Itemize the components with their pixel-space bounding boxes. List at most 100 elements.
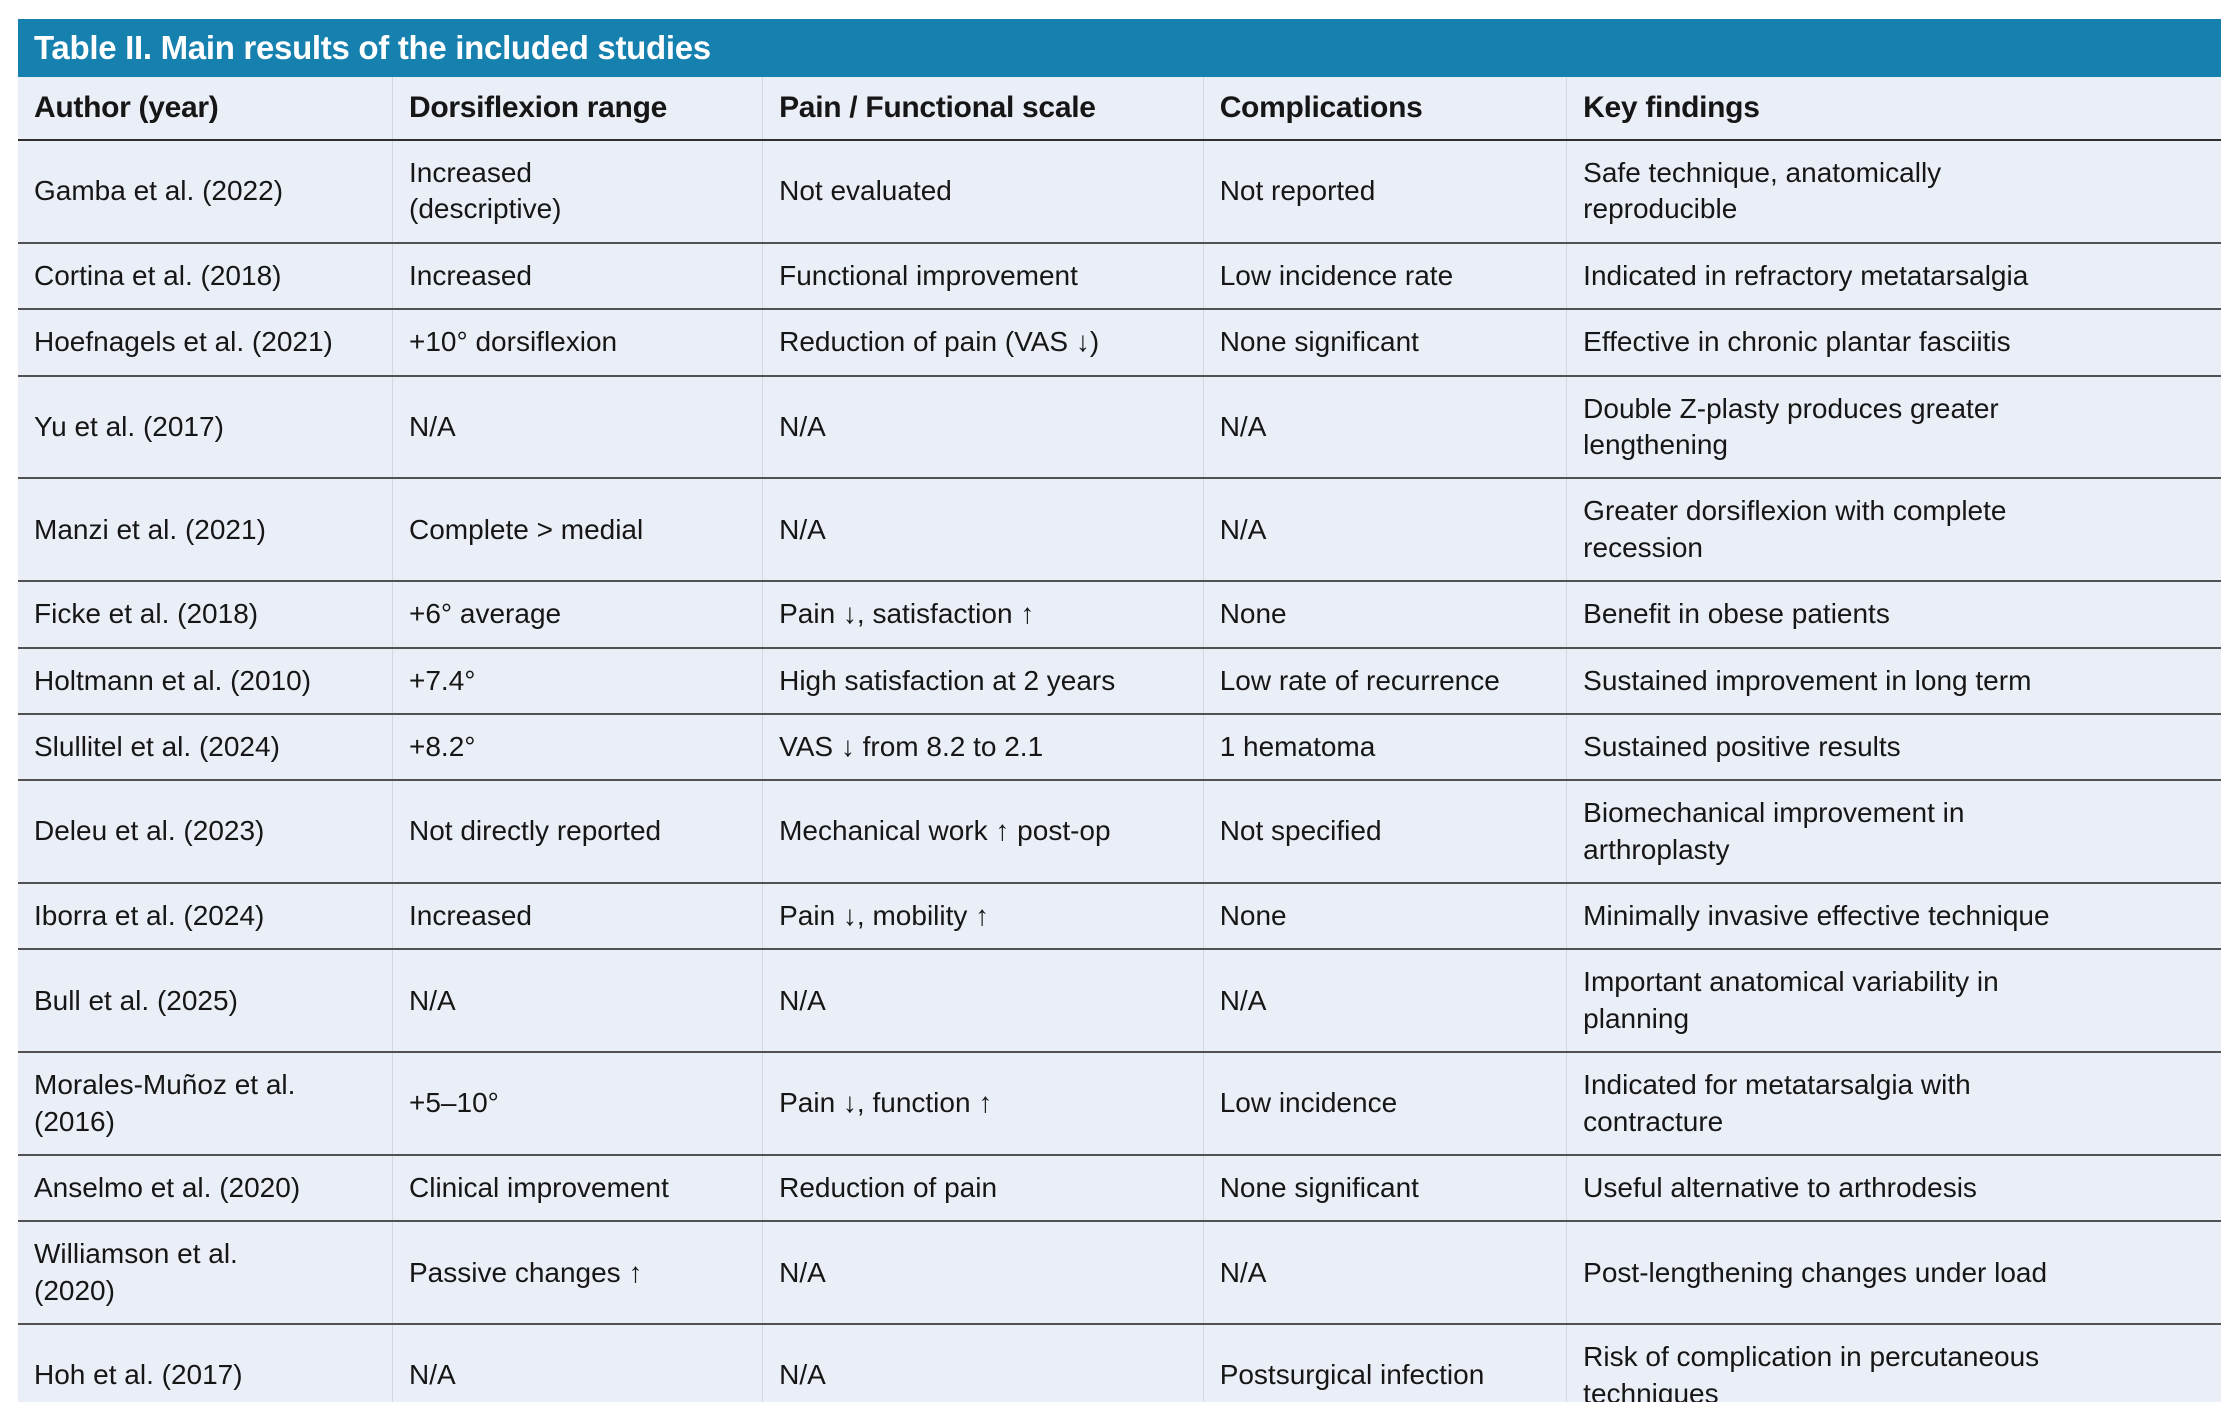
cell-author: Iborra et al. (2024) <box>18 883 393 951</box>
column-header-pain-functional-scale: Pain / Functional scale <box>762 77 1204 141</box>
cell-complications: Not specified <box>1202 780 1567 885</box>
table-title: Table II. Main results of the included s… <box>34 29 711 66</box>
cell-author: Williamson et al. (2020) <box>18 1221 393 1326</box>
cell-pain-functional-scale: N/A <box>762 478 1204 583</box>
cell-complications: N/A <box>1202 1221 1567 1326</box>
cell-key-findings: Safe technique, anatomically reproducibl… <box>1566 140 2221 244</box>
cell-dorsiflexion-range: Complete > medial <box>391 478 763 583</box>
cell-author: Deleu et al. (2023) <box>18 780 393 885</box>
table-row: Yu et al. (2017) N/A N/A N/A Double Z-pl… <box>18 375 2221 480</box>
cell-author: Anselmo et al. (2020) <box>18 1155 393 1223</box>
cell-author: Ficke et al. (2018) <box>18 581 393 649</box>
cell-dorsiflexion-range: +8.2° <box>391 713 763 782</box>
cell-pain-functional-scale: Reduction of pain <box>762 1155 1204 1223</box>
cell-key-findings: Biomechanical improvement in arthroplast… <box>1566 780 2221 885</box>
table-row: Iborra et al. (2024) Increased Pain ↓, m… <box>18 883 2221 951</box>
cell-key-findings: Risk of complication in percutaneous tec… <box>1566 1324 2221 1402</box>
results-table: Author (year) Dorsiflexion range Pain / … <box>18 77 2221 1402</box>
table-row: Cortina et al. (2018) Increased Function… <box>18 242 2221 311</box>
cell-key-findings: Sustained positive results <box>1566 713 2221 782</box>
cell-pain-functional-scale: N/A <box>762 375 1204 480</box>
table-row: Hoh et al. (2017) N/A N/A Postsurgical i… <box>18 1324 2221 1402</box>
cell-complications: Not reported <box>1202 140 1567 244</box>
cell-pain-functional-scale: Pain ↓, function ↑ <box>762 1052 1204 1157</box>
cell-author: Gamba et al. (2022) <box>18 140 393 244</box>
cell-key-findings: Benefit in obese patients <box>1566 581 2221 649</box>
column-header-dorsiflexion-range: Dorsiflexion range <box>391 77 763 141</box>
cell-key-findings: Effective in chronic plantar fasciitis <box>1566 309 2221 377</box>
cell-dorsiflexion-range: Not directly reported <box>391 780 763 885</box>
cell-dorsiflexion-range: N/A <box>391 1324 763 1402</box>
cell-pain-functional-scale: VAS ↓ from 8.2 to 2.1 <box>762 713 1204 782</box>
cell-dorsiflexion-range: +5–10° <box>391 1052 763 1157</box>
cell-author: Morales-Muñoz et al. (2016) <box>18 1052 393 1157</box>
cell-key-findings: Minimally invasive effective technique <box>1566 883 2221 951</box>
cell-dorsiflexion-range: +10° dorsiflexion <box>391 309 763 377</box>
cell-key-findings: Indicated for metatarsalgia with contrac… <box>1566 1052 2221 1157</box>
table-row: Anselmo et al. (2020) Clinical improveme… <box>18 1155 2221 1223</box>
cell-author: Slullitel et al. (2024) <box>18 713 393 782</box>
cell-complications: Low incidence rate <box>1202 242 1567 311</box>
cell-complications: N/A <box>1202 478 1567 583</box>
table-row: Morales-Muñoz et al. (2016) +5–10° Pain … <box>18 1052 2221 1157</box>
table-row: Bull et al. (2025) N/A N/A N/A Important… <box>18 949 2221 1054</box>
header-row: Author (year) Dorsiflexion range Pain / … <box>18 77 2221 141</box>
cell-key-findings: Indicated in refractory metatarsalgia <box>1566 242 2221 311</box>
cell-dorsiflexion-range: Increased <box>391 883 763 951</box>
cell-author: Cortina et al. (2018) <box>18 242 393 311</box>
table-row: Ficke et al. (2018) +6° average Pain ↓, … <box>18 581 2221 649</box>
cell-pain-functional-scale: High satisfaction at 2 years <box>762 647 1204 715</box>
table-row: Manzi et al. (2021) Complete > medial N/… <box>18 478 2221 583</box>
column-header-complications: Complications <box>1202 77 1567 141</box>
cell-author: Holtmann et al. (2010) <box>18 647 393 715</box>
cell-dorsiflexion-range: Increased (descriptive) <box>391 140 763 244</box>
cell-key-findings: Sustained improvement in long term <box>1566 647 2221 715</box>
cell-key-findings: Double Z-plasty produces greater lengthe… <box>1566 375 2221 480</box>
cell-dorsiflexion-range: Increased <box>391 242 763 311</box>
cell-pain-functional-scale: N/A <box>762 1324 1204 1402</box>
cell-pain-functional-scale: Reduction of pain (VAS ↓) <box>762 309 1204 377</box>
cell-dorsiflexion-range: +7.4° <box>391 647 763 715</box>
column-header-author: Author (year) <box>18 77 393 141</box>
cell-complications: Postsurgical infection <box>1202 1324 1567 1402</box>
cell-key-findings: Post-lengthening changes under load <box>1566 1221 2221 1326</box>
cell-complications: Low rate of recurrence <box>1202 647 1567 715</box>
table-row: Deleu et al. (2023) Not directly reporte… <box>18 780 2221 885</box>
cell-author: Hoefnagels et al. (2021) <box>18 309 393 377</box>
table-row: Williamson et al. (2020) Passive changes… <box>18 1221 2221 1326</box>
column-header-key-findings: Key findings <box>1566 77 2221 141</box>
cell-pain-functional-scale: Pain ↓, satisfaction ↑ <box>762 581 1204 649</box>
cell-author: Hoh et al. (2017) <box>18 1324 393 1402</box>
cell-pain-functional-scale: Not evaluated <box>762 140 1204 244</box>
cell-key-findings: Useful alternative to arthrodesis <box>1566 1155 2221 1223</box>
cell-complications: N/A <box>1202 375 1567 480</box>
cell-key-findings: Greater dorsiflexion with complete reces… <box>1566 478 2221 583</box>
table-row: Holtmann et al. (2010) +7.4° High satisf… <box>18 647 2221 715</box>
cell-pain-functional-scale: N/A <box>762 949 1204 1054</box>
cell-dorsiflexion-range: +6° average <box>391 581 763 649</box>
cell-complications: None significant <box>1202 1155 1567 1223</box>
cell-author: Manzi et al. (2021) <box>18 478 393 583</box>
table-row: Slullitel et al. (2024) +8.2° VAS ↓ from… <box>18 713 2221 782</box>
cell-pain-functional-scale: Pain ↓, mobility ↑ <box>762 883 1204 951</box>
cell-key-findings: Important anatomical variability in plan… <box>1566 949 2221 1054</box>
cell-dorsiflexion-range: Passive changes ↑ <box>391 1221 763 1326</box>
cell-dorsiflexion-range: Clinical improvement <box>391 1155 763 1223</box>
cell-complications: Low incidence <box>1202 1052 1567 1157</box>
cell-pain-functional-scale: N/A <box>762 1221 1204 1326</box>
cell-complications: 1 hematoma <box>1202 713 1567 782</box>
table-title-bar: Table II. Main results of the included s… <box>18 19 2221 77</box>
cell-complications: None <box>1202 883 1567 951</box>
table-row: Gamba et al. (2022) Increased (descripti… <box>18 140 2221 244</box>
cell-author: Yu et al. (2017) <box>18 375 393 480</box>
cell-dorsiflexion-range: N/A <box>391 949 763 1054</box>
cell-complications: N/A <box>1202 949 1567 1054</box>
cell-pain-functional-scale: Functional improvement <box>762 242 1204 311</box>
table-row: Hoefnagels et al. (2021) +10° dorsiflexi… <box>18 309 2221 377</box>
cell-pain-functional-scale: Mechanical work ↑ post-op <box>762 780 1204 885</box>
table-body: Gamba et al. (2022) Increased (descripti… <box>18 140 2221 1402</box>
cell-complications: None significant <box>1202 309 1567 377</box>
cell-author: Bull et al. (2025) <box>18 949 393 1054</box>
cell-dorsiflexion-range: N/A <box>391 375 763 480</box>
